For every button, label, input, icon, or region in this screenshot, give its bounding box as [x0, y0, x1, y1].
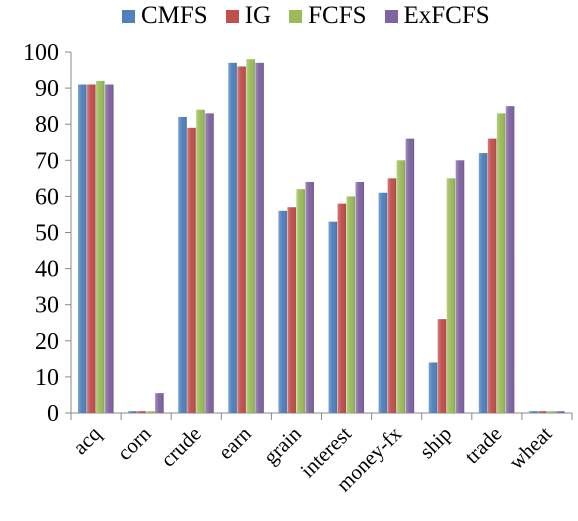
bar-shade	[287, 207, 296, 413]
bar-shade	[446, 178, 456, 413]
x-tick-label: earn	[213, 421, 256, 464]
y-tick-label: 0	[47, 401, 59, 427]
bar-shade	[487, 138, 497, 413]
y-tick-label: 70	[35, 148, 59, 174]
bar-shade	[128, 411, 137, 413]
bar-shade	[137, 411, 146, 413]
bar-shade	[528, 411, 538, 413]
x-tick-label: acq	[68, 421, 106, 459]
bar-shade	[405, 138, 415, 413]
bar-shade	[496, 113, 506, 414]
bar-shade	[278, 210, 287, 413]
legend-item-ig: IG	[225, 2, 272, 30]
bar-shade	[96, 80, 105, 413]
legend-item-fcfs: FCFS	[289, 2, 367, 30]
bar-shade	[178, 116, 187, 413]
bar-shade	[455, 160, 465, 413]
bar-shade	[228, 62, 237, 414]
legend-swatch	[122, 9, 135, 23]
y-tick-label: 30	[35, 293, 59, 319]
bar-shade	[555, 411, 565, 413]
bar-shade	[505, 106, 515, 414]
legend-label: FCFS	[308, 2, 367, 29]
bar-shade	[537, 411, 547, 413]
bar-shade	[146, 411, 155, 413]
bar-shade	[105, 84, 114, 414]
bar-shade	[237, 66, 246, 413]
chart-legend: CMFS IG FCFS ExFCFS	[122, 2, 508, 30]
legend-label: ExFCFS	[403, 2, 490, 29]
y-tick-label: 50	[35, 221, 59, 247]
x-tick-label: wheat	[504, 421, 557, 474]
bar-shade	[378, 192, 388, 413]
bar-shade	[296, 189, 305, 413]
legend-swatch	[225, 9, 239, 23]
legend-swatch	[289, 9, 303, 23]
y-tick-label: 60	[35, 184, 59, 210]
bar-shade	[478, 153, 488, 413]
bar-shade	[196, 109, 205, 413]
bar-shade	[205, 113, 214, 414]
bar-shade	[305, 181, 314, 413]
legend-item-cmfs: CMFS	[122, 2, 208, 30]
bar-shade	[337, 203, 347, 413]
bar-shade	[87, 84, 96, 414]
y-tick-label: 40	[35, 257, 59, 283]
y-tick-label: 90	[35, 76, 59, 102]
legend-label: IG	[244, 2, 272, 29]
y-tick-label: 10	[35, 365, 59, 391]
x-tick-label: ship	[415, 422, 457, 464]
legend-item-exfcfs: ExFCFS	[384, 2, 490, 30]
x-tick-label: corn	[112, 421, 156, 465]
bar-shade	[187, 127, 196, 413]
bar-shade	[546, 411, 556, 413]
legend-swatch	[384, 9, 398, 23]
y-tick-label: 80	[35, 112, 59, 138]
y-tick-label: 100	[23, 40, 59, 66]
x-tick-label: crude	[156, 422, 206, 472]
bar-shade	[328, 221, 338, 413]
bar-shade	[78, 84, 87, 414]
x-tick-label: trade	[460, 422, 507, 469]
bar-shade	[428, 362, 438, 413]
bar-shade	[355, 181, 365, 413]
bar-shade	[437, 319, 447, 413]
bar-shade	[246, 59, 255, 413]
y-tick-label: 20	[35, 329, 59, 355]
bar-shade	[387, 178, 397, 413]
bar-shade	[155, 393, 164, 413]
legend-label: CMFS	[141, 2, 208, 29]
bar-shade	[346, 196, 356, 413]
bar-shade	[255, 62, 264, 414]
bar-shade	[396, 160, 406, 413]
